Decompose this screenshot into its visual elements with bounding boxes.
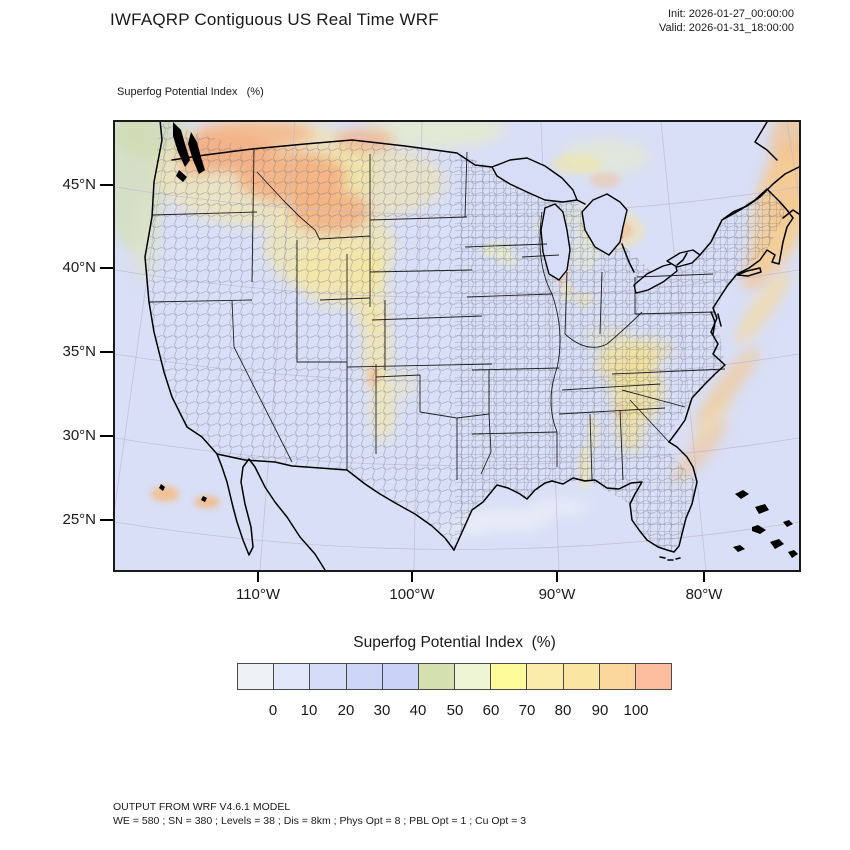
legend-tick-80: 80: [554, 702, 572, 719]
legend-cell: [310, 664, 347, 689]
lon-label-90w: 90°W: [538, 586, 576, 603]
lat-tick: [100, 351, 113, 353]
lat-label-30n: 30°N: [62, 427, 96, 444]
lon-tick: [411, 570, 413, 582]
legend-cell: [346, 664, 383, 689]
coastlines: [144, 122, 799, 570]
lat-label-45n: 45°N: [62, 176, 96, 193]
state-borders: [148, 149, 726, 481]
lon-label-110w: 110°W: [235, 586, 281, 603]
legend-tick-20: 20: [337, 702, 355, 719]
legend-tick-30: 30: [373, 702, 391, 719]
islands: [159, 122, 798, 558]
legend-cell: [635, 664, 672, 689]
footer-model-line: OUTPUT FROM WRF V4.6.1 MODEL: [113, 801, 291, 813]
lon-tick: [703, 570, 705, 582]
init-timestamp: Init: 2026-01-27_00:00:00: [668, 8, 794, 20]
legend-cell: [238, 664, 275, 689]
lon-tick: [257, 570, 259, 582]
legend-tick-90: 90: [591, 702, 609, 719]
conus-map: [113, 120, 801, 572]
legend-tick-70: 70: [518, 702, 536, 719]
page-title: IWFAQRP Contiguous US Real Time WRF: [110, 10, 439, 29]
legend-tick-40: 40: [409, 702, 427, 719]
legend-cell: [563, 664, 600, 689]
conus-map-svg: [115, 122, 799, 570]
legend-cell: [274, 664, 311, 689]
footer-config-line: WE = 580 ; SN = 380 ; Levels = 38 ; Dis …: [113, 814, 527, 827]
legend-cell: [599, 664, 636, 689]
legend-tick-10: 10: [300, 702, 318, 719]
lon-label-100w: 100°W: [389, 586, 435, 603]
lat-label-25n: 25°N: [62, 511, 96, 528]
legend-cell: [418, 664, 456, 689]
legend-cell: [527, 664, 564, 689]
legend-tick-100: 100: [623, 702, 649, 719]
lat-tick: [100, 184, 113, 186]
legend-title: Superfog Potential Index (%): [353, 634, 556, 651]
lon-tick: [556, 570, 558, 582]
lat-label-40n: 40°N: [62, 259, 96, 276]
legend-cell: [455, 664, 492, 689]
lat-label-35n: 35°N: [62, 343, 96, 360]
legend-cell: [382, 664, 419, 689]
legend-tick-50: 50: [446, 702, 464, 719]
footer: OUTPUT FROM WRF V4.6.1 MODEL WE = 580 ; …: [113, 801, 526, 828]
lat-tick: [100, 267, 113, 269]
lat-tick: [100, 435, 113, 437]
lon-label-80w: 80°W: [685, 586, 723, 603]
legend-cell: [491, 664, 528, 689]
legend-colorbar: [237, 663, 672, 690]
lat-tick: [100, 519, 113, 521]
legend-tick-0: 0: [268, 702, 278, 719]
legend-tick-60: 60: [482, 702, 500, 719]
timestamp-block: Init: 2026-01-27_00:00:00 Valid: 2026-01…: [659, 8, 794, 35]
valid-timestamp: Valid: 2026-01-31_18:00:00: [659, 21, 794, 34]
map-subtitle: Superfog Potential Index (%): [117, 86, 264, 98]
